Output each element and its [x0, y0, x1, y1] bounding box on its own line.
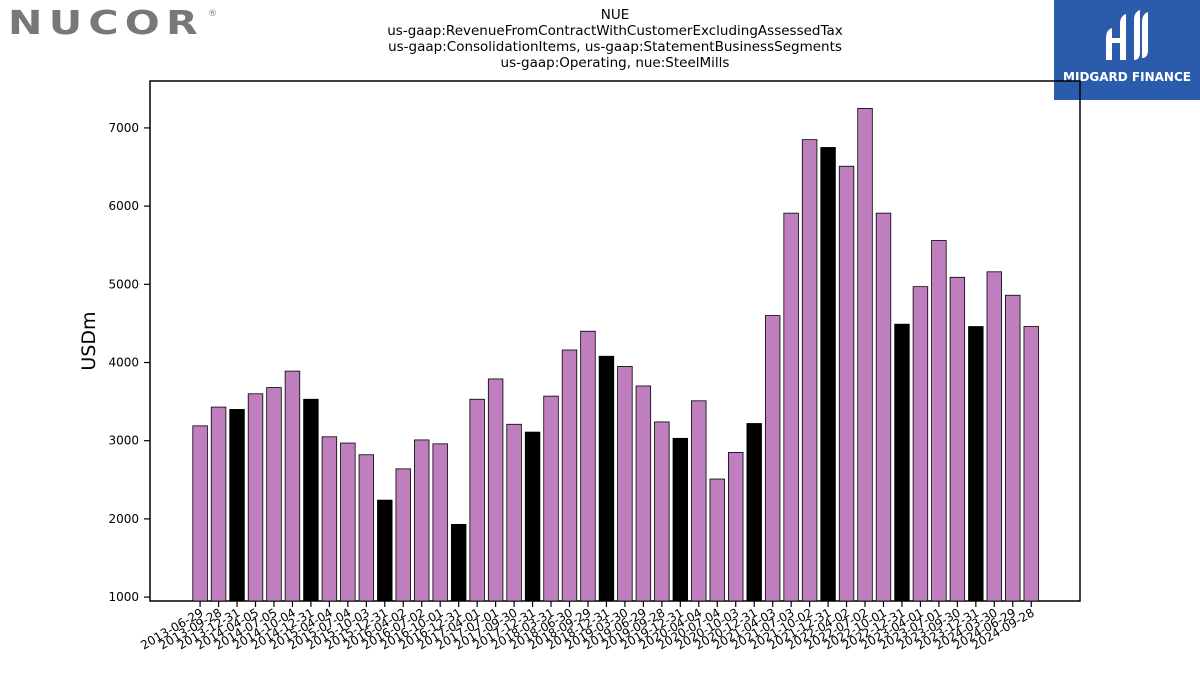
bar-2017-12-31 — [524, 431, 541, 602]
bar-2023-07-01 — [931, 240, 947, 602]
bar-2018-03-31 — [543, 395, 559, 602]
bar-2020-07-04 — [709, 478, 725, 602]
bar-2015-04-04 — [321, 436, 338, 602]
bar-2016-04-02 — [395, 468, 411, 602]
bar-2014-12-31 — [303, 398, 319, 602]
x-axis: 2013-06-292013-09-282013-12-312014-04-05… — [138, 601, 1037, 652]
nucor-logo-text: NUCOR — [8, 4, 204, 38]
chart-title-line-1: NUE — [600, 7, 630, 23]
bars-group — [192, 107, 1039, 602]
y-tick-label-7000: 7000 — [108, 121, 139, 135]
bar-2015-10-03 — [358, 454, 375, 602]
bar-2018-06-30 — [561, 349, 578, 602]
bar-2013-09-28 — [210, 406, 227, 602]
bar-2015-12-31 — [377, 499, 393, 602]
y-tick-label-2000: 2000 — [108, 512, 139, 526]
bar-2013-12-31 — [229, 409, 245, 602]
y-tick-label-5000: 5000 — [108, 277, 139, 291]
bar-2019-06-29 — [635, 385, 652, 602]
midgard-finance-logo-icon — [1106, 10, 1148, 60]
bar-2024-06-29 — [1005, 294, 1021, 602]
bar-2020-12-31 — [746, 423, 762, 602]
bar-2015-07-04 — [340, 442, 356, 602]
bar-2024-09-28 — [1023, 326, 1039, 602]
bar-2022-10-01 — [875, 212, 892, 602]
bar-2022-04-02 — [838, 165, 855, 602]
y-axis-label: USDm — [78, 311, 100, 370]
bar-2017-04-01 — [469, 398, 485, 602]
chart-title-line-4: us-gaap:Operating, nue:SteelMills — [500, 55, 730, 71]
chart-title-line-2: us-gaap:RevenueFromContractWithCustomerE… — [387, 23, 843, 39]
bar-2024-03-30 — [986, 271, 1003, 602]
bar-2023-04-01 — [912, 286, 929, 602]
bar-2017-07-01 — [487, 378, 504, 602]
plot-area — [149, 80, 1081, 602]
registered-mark: ® — [208, 9, 216, 19]
bar-2020-10-03 — [728, 452, 744, 602]
bar-2020-04-04 — [691, 400, 707, 602]
bar-2021-04-03 — [764, 315, 781, 602]
bar-2019-03-30 — [617, 366, 633, 602]
bar-2021-10-02 — [801, 139, 818, 602]
bar-2017-09-30 — [506, 423, 522, 602]
nucor-logo: NUCOR ® — [8, 4, 216, 38]
y-tick-label-4000: 4000 — [108, 356, 139, 370]
bar-2019-09-28 — [654, 421, 670, 602]
bar-2022-07-02 — [857, 107, 873, 602]
bar-2013-06-29 — [192, 425, 208, 602]
bar-2016-07-02 — [414, 439, 430, 602]
bar-2021-12-31 — [820, 147, 836, 602]
bar-2014-10-04 — [284, 370, 301, 602]
bar-2019-12-31 — [672, 437, 689, 602]
bar-2018-12-31 — [598, 355, 615, 602]
bar-2016-10-01 — [432, 443, 448, 602]
bar-2022-12-31 — [894, 323, 910, 602]
chart-title: NUE us-gaap:RevenueFromContractWithCusto… — [315, 7, 915, 71]
bar-2018-09-29 — [580, 330, 596, 602]
midgard-finance-badge: MIDGARD FINANCE — [1054, 0, 1200, 100]
bar-2014-04-05 — [247, 393, 264, 602]
y-tick-label-6000: 6000 — [108, 199, 139, 213]
chart-title-line-3: us-gaap:ConsolidationItems, us-gaap:Stat… — [388, 39, 842, 55]
bar-2023-09-30 — [949, 276, 966, 602]
y-axis: 1000 2000 3000 4000 5000 6000 7000 — [108, 121, 150, 604]
bar-2023-12-31 — [968, 326, 984, 602]
bar-2021-07-03 — [783, 212, 799, 602]
bar-2016-12-31 — [450, 523, 467, 602]
y-tick-label-3000: 3000 — [108, 434, 139, 448]
y-tick-label-1000: 1000 — [108, 590, 139, 604]
brand-name: MIDGARD FINANCE — [1063, 70, 1191, 84]
bar-2014-07-05 — [266, 387, 282, 602]
